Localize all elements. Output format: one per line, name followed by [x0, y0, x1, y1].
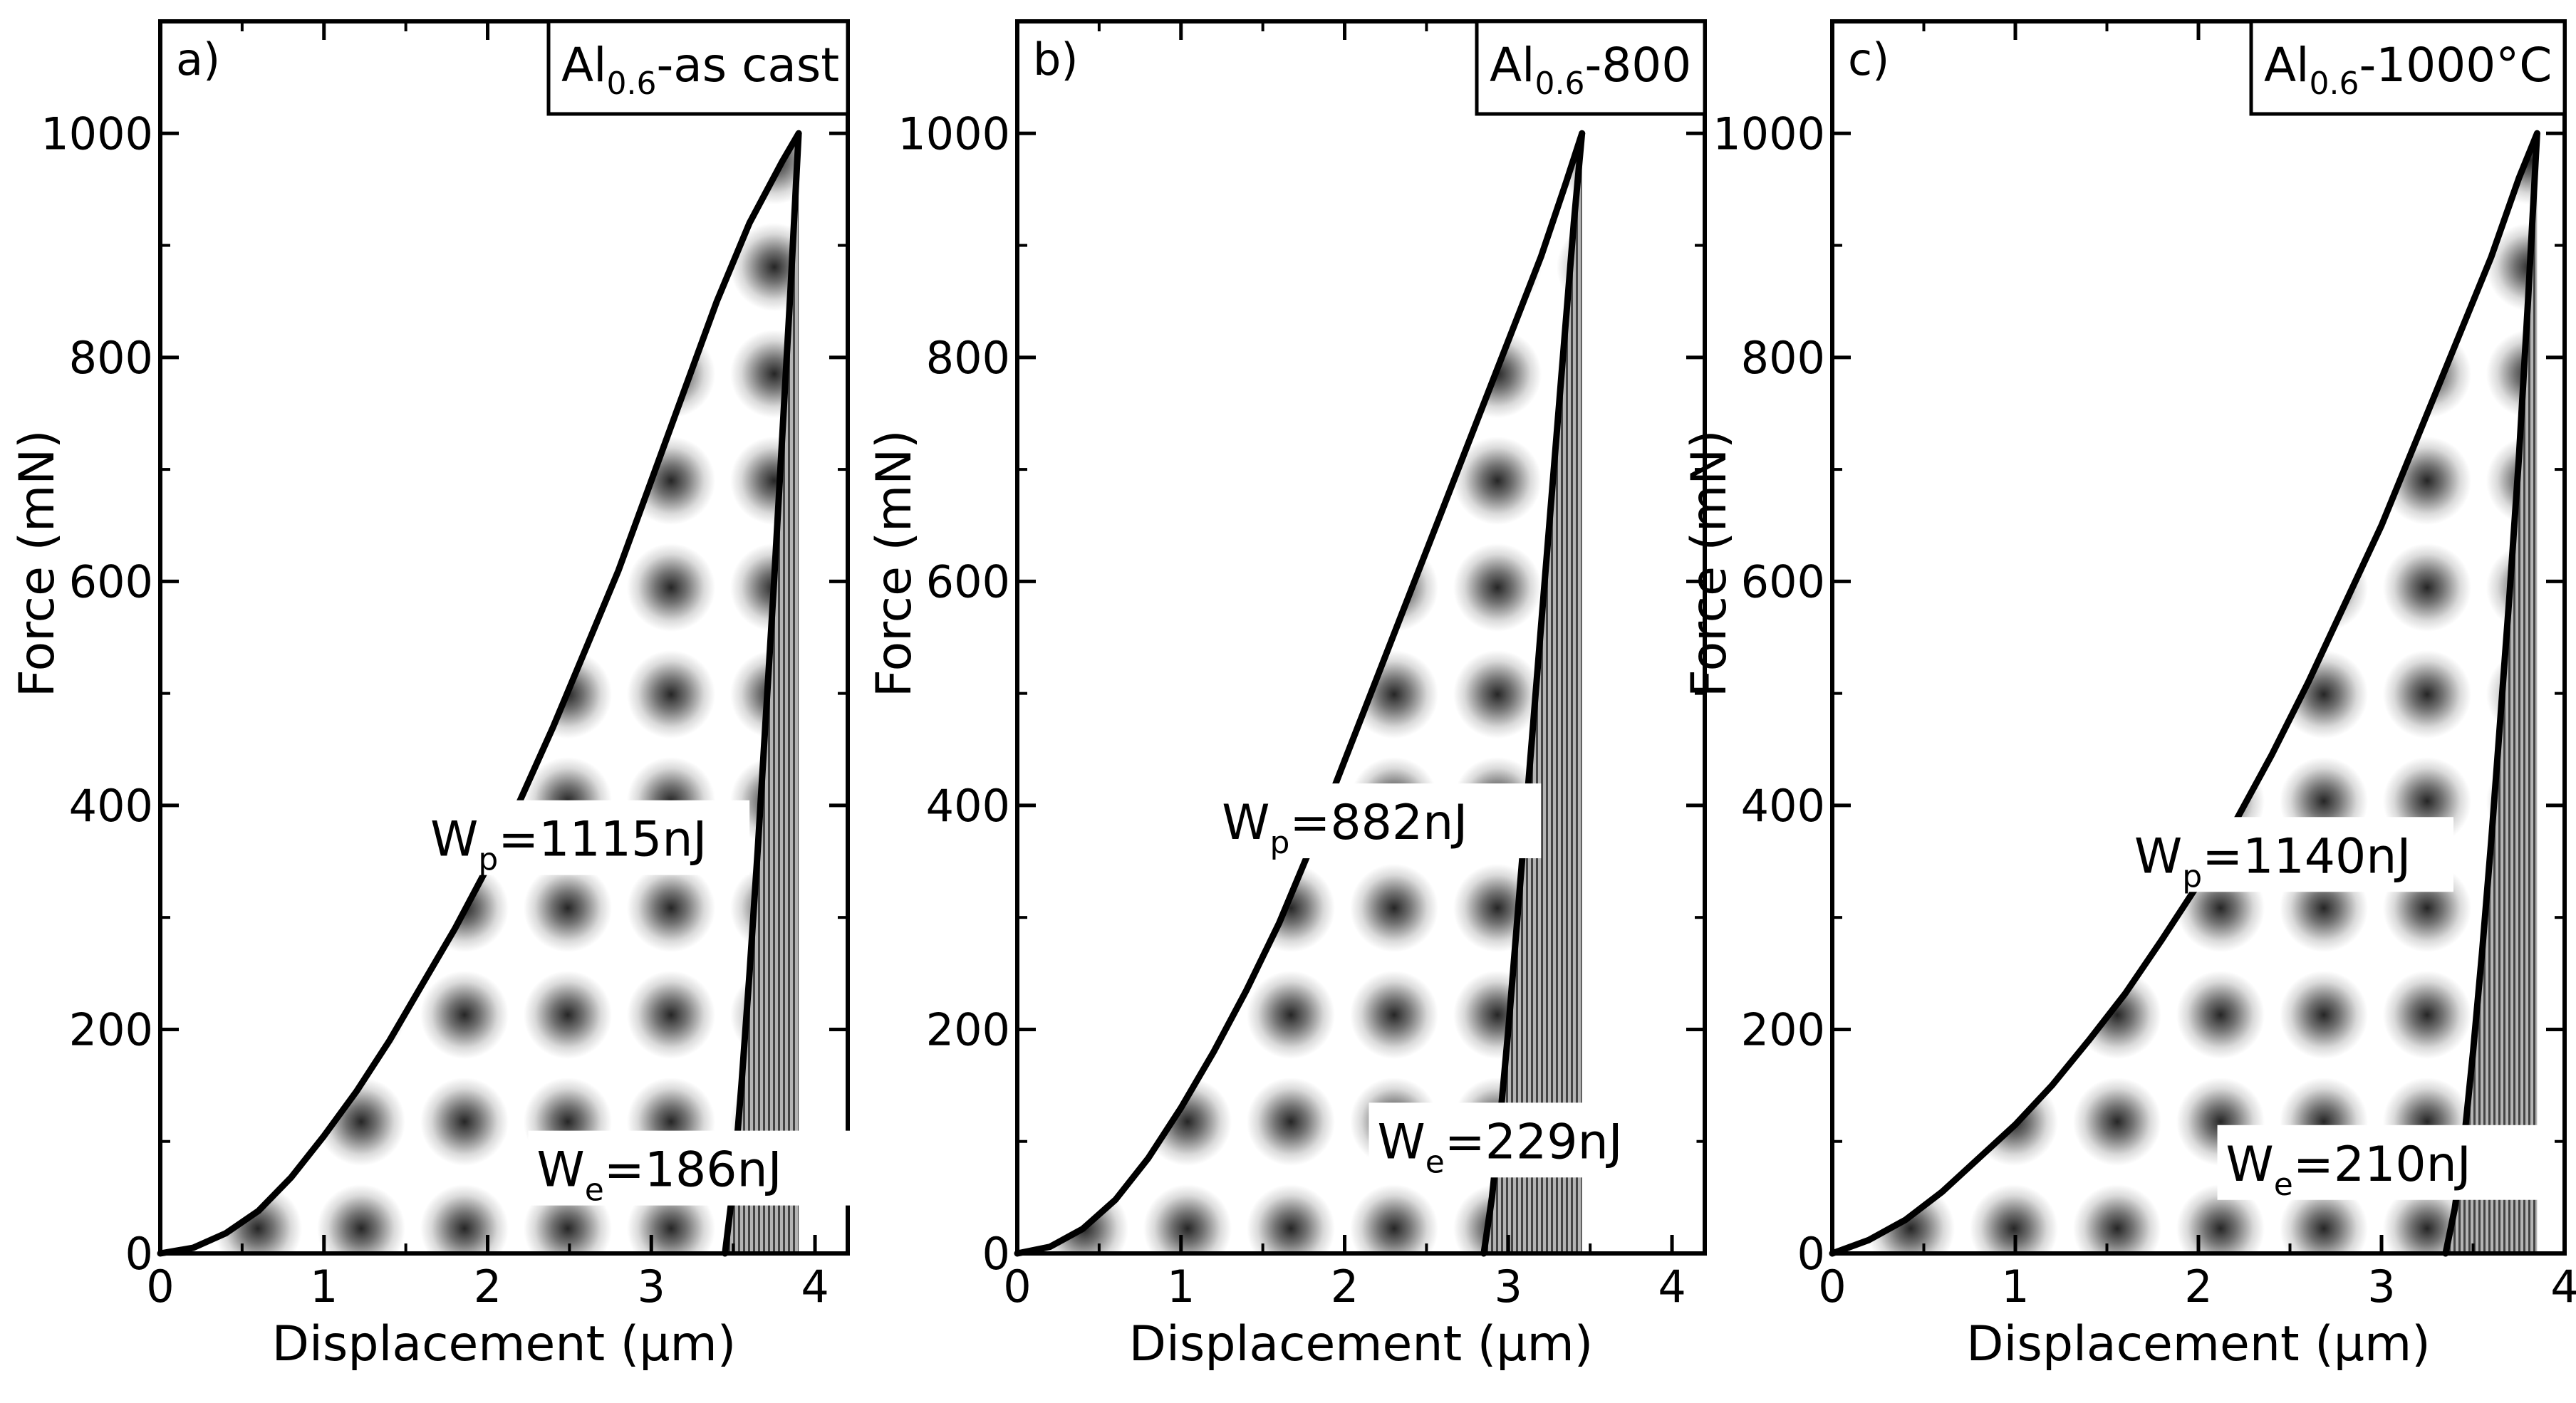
work-symbol: W: [2226, 1137, 2274, 1193]
y-tick-label: 600: [926, 556, 1010, 607]
elastic-work-area: [2445, 133, 2538, 1253]
work-value: =882nJ: [1289, 795, 1468, 851]
work-value: =210nJ: [2293, 1137, 2471, 1193]
plot-frame: [1015, 19, 1707, 1256]
work-value: =229nJ: [1445, 1114, 1623, 1170]
elastic-work-area: [724, 133, 799, 1253]
y-tick-label: 800: [1741, 332, 1825, 384]
y-tick-label: 1000: [41, 108, 153, 160]
work-annotation-p: Wp=1140nJ: [2134, 828, 2411, 895]
y-tick-label: 600: [1741, 556, 1825, 607]
work-subscript: e: [1425, 1144, 1445, 1180]
y-tick-label: 0: [1797, 1228, 1825, 1280]
y-tick-label: 200: [1741, 1003, 1825, 1055]
legend-box: [546, 19, 850, 116]
work-annotation-e: We=229nJ: [1377, 1114, 1622, 1180]
annotation-bg: [1213, 783, 1542, 859]
x-tick-label: 1: [310, 1261, 338, 1313]
y-tick-label: 0: [125, 1228, 153, 1280]
x-tick-label: 1: [2001, 1261, 2029, 1313]
work-subscript: p: [1269, 825, 1289, 861]
panel-3: 0 1 2 3 4 0 200 400 600 800 1000 Displacement (μm) F…: [1681, 19, 2576, 1372]
legend-title-rest: -800: [1584, 38, 1691, 93]
work-annotation-p: Wp=1115nJ: [430, 812, 707, 878]
legend-title: Al0.6-as cast: [561, 38, 839, 102]
panel-letter: c): [1848, 33, 1889, 85]
annotation-bg: [1368, 1102, 1697, 1178]
annotation-bg: [528, 1130, 856, 1206]
x-tick-label: 2: [2184, 1261, 2212, 1313]
legend-title-base: Al: [1490, 38, 1535, 93]
x-tick-label: 0: [1003, 1261, 1031, 1313]
plot-frame: [158, 19, 850, 1256]
y-tick-label: 200: [69, 1003, 153, 1055]
y-tick-label: 400: [926, 780, 1010, 832]
work-annotation-e: We=186nJ: [536, 1142, 781, 1209]
x-tick-label: 2: [474, 1261, 502, 1313]
work-symbol: W: [536, 1142, 584, 1199]
work-subscript: p: [478, 842, 498, 878]
y-tick-label: 200: [926, 1003, 1010, 1055]
y-tick-label: 800: [69, 332, 153, 384]
y-tick-label: 0: [982, 1228, 1010, 1280]
legend-title-sub: 0.6: [1535, 66, 1585, 102]
legend-title: Al0.6-1000°C: [2264, 38, 2552, 102]
work-symbol: W: [1377, 1114, 1425, 1170]
work-subscript: e: [2274, 1167, 2293, 1203]
legend-title-sub: 0.6: [607, 66, 657, 102]
panel-letter: b): [1033, 33, 1079, 85]
x-tick-label: 0: [146, 1261, 174, 1313]
work-annotation-e: We=210nJ: [2226, 1137, 2471, 1203]
x-tick-label: 1: [1167, 1261, 1195, 1313]
x-tick-label: 2: [1331, 1261, 1359, 1313]
legend-box: [2249, 19, 2567, 116]
x-tick-label: 4: [1658, 1261, 1686, 1313]
x-tick-label: 3: [2367, 1261, 2395, 1313]
panel-1: 0 1 2 3 4 0 200 400 600 800 1000 Displacement (μm) F…: [9, 19, 856, 1372]
plastic-work-area: [1832, 133, 2538, 1253]
x-axis-label: Displacement (μm): [1129, 1316, 1594, 1372]
y-axis-label: Force (mN): [866, 429, 923, 697]
y-axis-label: Force (mN): [1681, 429, 1738, 697]
legend-title-sub: 0.6: [2310, 66, 2359, 102]
work-symbol: W: [2134, 828, 2182, 885]
y-tick-label: 1000: [898, 108, 1010, 160]
legend-title-rest: -as cast: [656, 38, 839, 93]
x-tick-label: 4: [2550, 1261, 2576, 1313]
work-value: =1140nJ: [2202, 828, 2411, 885]
y-tick-label: 800: [926, 332, 1010, 384]
work-annotation-p: Wp=882nJ: [1222, 795, 1468, 861]
legend-title-rest: -1000°C: [2359, 38, 2552, 93]
y-tick-label: 400: [1741, 780, 1825, 832]
annotation-bg: [2217, 1125, 2545, 1200]
work-symbol: W: [430, 812, 478, 868]
work-subscript: e: [585, 1172, 604, 1209]
work-subscript: p: [2182, 858, 2202, 895]
y-axis-label: Force (mN): [9, 429, 66, 697]
annotation-bg: [2126, 817, 2454, 892]
panel-letter: a): [176, 33, 220, 85]
legend-box: [1475, 19, 1707, 116]
legend-title: Al0.6-800: [1490, 38, 1691, 102]
legend-title-base: Al: [2264, 38, 2310, 93]
work-value: =186nJ: [604, 1142, 782, 1199]
x-axis-label: Displacement (μm): [272, 1316, 737, 1372]
x-tick-label: 3: [1495, 1261, 1522, 1313]
annotation-bg: [422, 800, 750, 875]
y-tick-label: 600: [69, 556, 153, 607]
panel-2: 0 1 2 3 4 0 200 400 600 800 1000 Displacement (μm) F…: [866, 19, 1707, 1372]
plastic-work-area: [1017, 133, 1582, 1253]
y-tick-label: 1000: [1713, 108, 1825, 160]
work-symbol: W: [1222, 795, 1269, 851]
x-tick-label: 0: [1818, 1261, 1846, 1313]
x-axis-label: Displacement (μm): [1966, 1316, 2431, 1372]
work-value: =1115nJ: [498, 812, 707, 868]
x-tick-label: 4: [801, 1261, 829, 1313]
x-tick-label: 3: [638, 1261, 665, 1313]
plastic-work-area: [160, 133, 799, 1253]
legend-title-base: Al: [561, 38, 607, 93]
elastic-work-area: [1483, 133, 1582, 1253]
y-tick-label: 400: [69, 780, 153, 832]
